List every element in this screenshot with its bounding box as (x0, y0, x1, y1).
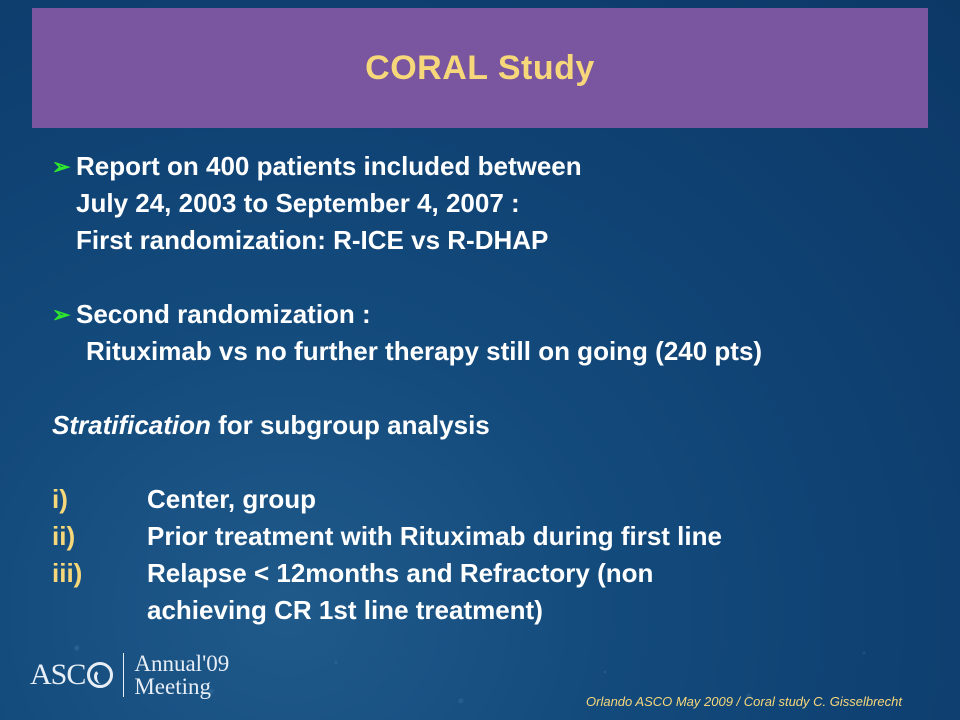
meeting-line-1: Annual'09 (134, 651, 230, 676)
list-text: Prior treatment with Rituximab during fi… (147, 521, 722, 551)
bullet-second-randomization: ➢ Second randomization : (52, 296, 932, 333)
stratification-rest: for subgroup analysis (210, 410, 490, 440)
bullet-report: ➢ Report on 400 patients included betwee… (52, 148, 932, 185)
bullet-line: July 24, 2003 to September 4, 2007 : (76, 188, 520, 218)
bullet-line: Second randomization : (76, 299, 371, 329)
asco-brand-text: ASC (30, 658, 86, 691)
asco-annual-meeting-logo: ASC Annual'09 Meeting (30, 650, 229, 700)
title-bar: CORAL Study (32, 8, 928, 128)
arrow-bullet-icon: ➢ (52, 154, 71, 179)
stratification-heading: Stratification for subgroup analysis (52, 407, 932, 444)
logo-divider (123, 653, 125, 697)
list-text: Center, group (147, 484, 317, 514)
bullet-line: Report on 400 patients included between (76, 151, 582, 181)
arrow-bullet-icon: ➢ (52, 302, 71, 327)
list-item: ii) Prior treatment with Rituximab durin… (52, 518, 932, 555)
asco-ring-icon (87, 662, 114, 688)
list-item: iii) Relapse < 12months and Refractory (… (52, 555, 932, 592)
slide-title: CORAL Study (365, 48, 595, 87)
list-text: achieving CR 1st line treatment) (147, 595, 543, 625)
list-item: i) Center, group (52, 481, 932, 518)
list-item-continuation: achieving CR 1st line treatment) (52, 592, 932, 629)
meeting-line-2: Meeting (134, 674, 212, 699)
footer-citation: Orlando ASCO May 2009 / Coral study C. G… (586, 694, 902, 709)
list-number: i) (52, 484, 68, 514)
bullet-line: First randomization: R-ICE vs R-DHAP (76, 225, 549, 255)
list-number: iii) (52, 558, 83, 588)
meeting-label: Annual'09 Meeting (134, 652, 229, 698)
list-number: ii) (52, 521, 76, 551)
asco-wordmark: ASC (30, 658, 114, 692)
bullet-line: Rituximab vs no further therapy still on… (86, 336, 763, 366)
slide-body: ➢ Report on 400 patients included betwee… (52, 148, 932, 629)
list-text: Relapse < 12months and Refractory (non (147, 558, 654, 588)
stratification-italic: Stratification (52, 410, 211, 440)
